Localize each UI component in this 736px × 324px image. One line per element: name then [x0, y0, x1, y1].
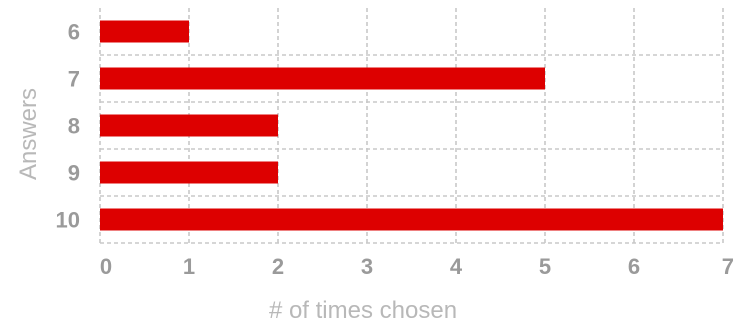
x-tick-label-6: 6: [628, 254, 640, 279]
x-tick-label-5: 5: [539, 254, 551, 279]
bar-10: [100, 208, 723, 231]
bar-7: [100, 67, 545, 90]
y-axis-title: Answers: [15, 88, 42, 180]
y-tick-labels: 6 7 8 9 10: [56, 20, 80, 233]
x-tick-label-4: 4: [450, 254, 463, 279]
x-tick-labels: 0 1 2 3 4 5 6 7: [100, 254, 734, 279]
x-tick-label-2: 2: [272, 254, 284, 279]
bars: [100, 20, 723, 231]
x-tick-label-3: 3: [361, 254, 373, 279]
x-axis-title: # of times chosen: [269, 297, 457, 324]
y-tick-label-8: 8: [68, 114, 80, 139]
bar-8: [100, 114, 278, 137]
y-tick-label-7: 7: [68, 67, 80, 92]
bar-9: [100, 161, 278, 184]
y-tick-label-6: 6: [68, 20, 80, 45]
x-tick-label-1: 1: [183, 254, 195, 279]
grid-lines: [99, 8, 724, 244]
bar-6: [100, 20, 189, 43]
y-tick-label-9: 9: [68, 161, 80, 186]
x-tick-label-0: 0: [100, 254, 112, 279]
x-tick-label-7: 7: [722, 254, 734, 279]
y-tick-label-10: 10: [56, 208, 80, 233]
